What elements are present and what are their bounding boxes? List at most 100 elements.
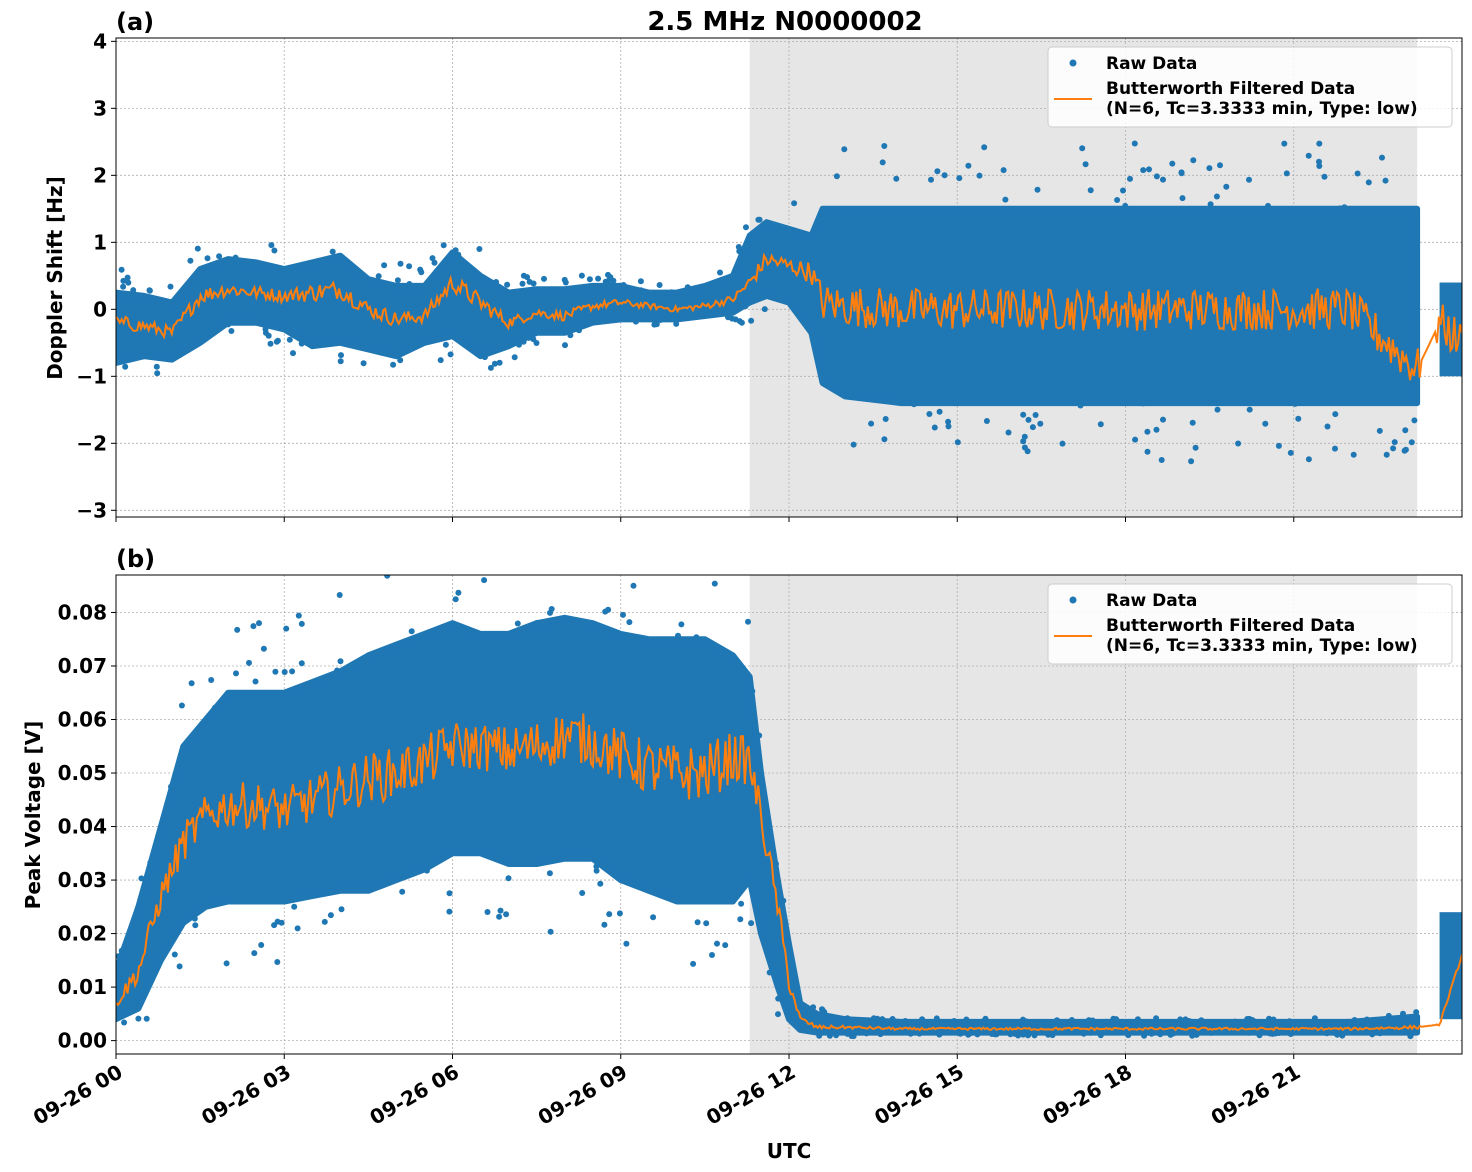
raw-data-point xyxy=(397,260,404,267)
y-tick-label: 2 xyxy=(93,163,107,187)
raw-data-point xyxy=(272,668,279,675)
raw-data-point xyxy=(406,281,413,287)
raw-data-point xyxy=(1160,176,1166,183)
raw-data-point xyxy=(1369,1031,1376,1038)
raw-data-point xyxy=(399,888,406,895)
raw-data-point xyxy=(650,914,657,921)
raw-data-point xyxy=(1087,187,1094,194)
raw-data-point xyxy=(756,216,763,223)
raw-data-point xyxy=(1144,448,1151,455)
raw-data-point xyxy=(981,1017,987,1024)
raw-data-point xyxy=(1153,426,1160,433)
raw-data-point xyxy=(1207,201,1214,208)
raw-data-point xyxy=(745,618,751,625)
raw-data-point xyxy=(1413,1009,1420,1016)
raw-data-point xyxy=(1344,1018,1351,1025)
raw-data-point xyxy=(1068,1017,1075,1023)
raw-data-point xyxy=(440,242,447,249)
raw-data-point xyxy=(268,242,275,249)
legend-raw-label: Raw Data xyxy=(1106,54,1197,74)
raw-data-point xyxy=(194,245,201,252)
raw-data-point xyxy=(1079,145,1086,152)
raw-data-point xyxy=(1354,170,1361,177)
raw-data-point xyxy=(1217,162,1223,169)
raw-data-point xyxy=(1321,173,1328,180)
raw-data-point xyxy=(616,910,623,917)
raw-data-point xyxy=(524,555,530,561)
x-tick-label: 09-26 21 xyxy=(1207,1060,1305,1130)
raw-data-point xyxy=(546,870,553,877)
raw-data-point xyxy=(505,875,512,882)
raw-data-point xyxy=(656,282,663,288)
y-tick-label: −2 xyxy=(76,431,107,455)
raw-data-point xyxy=(1337,205,1343,212)
x-tick-label: 09-26 03 xyxy=(197,1060,295,1130)
raw-data-point xyxy=(882,416,889,422)
y-tick-label: 0.03 xyxy=(58,868,107,892)
raw-data-point xyxy=(1223,183,1230,190)
legend-filtered-label: (N=6, Tc=3.3333 min, Type: low) xyxy=(1106,99,1418,119)
raw-data-point xyxy=(562,342,568,349)
raw-data-point xyxy=(1246,1029,1252,1036)
raw-data-point xyxy=(418,269,425,276)
raw-data-point xyxy=(232,254,239,261)
legend: Raw Data Butterworth Filtered Data(N=6, T… xyxy=(1047,46,1453,128)
raw-data-point xyxy=(1080,1030,1087,1037)
raw-data-point xyxy=(118,947,125,954)
y-tick-label: 0.06 xyxy=(58,708,107,732)
raw-data-point xyxy=(423,867,430,874)
raw-data-point xyxy=(579,890,586,896)
raw-data-point xyxy=(1012,1030,1019,1037)
raw-data-point xyxy=(497,907,504,914)
raw-data-point xyxy=(1188,1030,1194,1037)
raw-data-point xyxy=(1213,193,1220,200)
raw-data-point xyxy=(711,580,718,587)
raw-data-point xyxy=(530,280,537,287)
raw-data-point xyxy=(233,670,239,677)
y-tick-label: −1 xyxy=(76,364,107,388)
raw-data-point xyxy=(1132,436,1139,443)
raw-data-point xyxy=(1029,424,1036,431)
raw-data-point xyxy=(1148,1030,1155,1037)
raw-data-point xyxy=(422,566,428,572)
raw-data-point xyxy=(1339,1032,1346,1039)
raw-data-point xyxy=(525,334,532,341)
raw-data-point xyxy=(775,1011,781,1018)
raw-data-point xyxy=(455,251,462,258)
raw-data-point xyxy=(327,912,334,919)
raw-data-point xyxy=(191,915,198,922)
raw-data-point xyxy=(271,247,278,254)
y-tick-label: 3 xyxy=(93,96,107,120)
raw-data-point xyxy=(1235,440,1242,447)
raw-data-point xyxy=(122,363,129,370)
raw-data-point xyxy=(1323,1030,1330,1037)
raw-data-point xyxy=(1031,1032,1038,1039)
raw-data-point xyxy=(455,589,462,596)
raw-data-point xyxy=(147,859,154,866)
raw-data-point xyxy=(1208,1029,1215,1036)
raw-data-point xyxy=(791,200,798,207)
raw-data-point xyxy=(225,321,232,328)
peak-voltage-panel: 0.00 0.01 0.02 0.03 0.04 0.05 0.06 0.07 0.08 09-… xyxy=(21,545,1463,1130)
raw-data-point xyxy=(336,592,343,598)
raw-data-point xyxy=(452,247,459,254)
raw-data-point xyxy=(234,626,241,633)
legend-box xyxy=(1047,46,1453,128)
raw-data-point xyxy=(748,920,755,927)
raw-data-point xyxy=(329,248,336,255)
raw-data-point xyxy=(1400,1010,1406,1017)
legend-filtered-label: Butterworth Filtered Data xyxy=(1106,79,1355,99)
raw-data-point xyxy=(406,263,413,270)
raw-data-point xyxy=(593,863,600,870)
raw-data-point xyxy=(1265,202,1271,209)
raw-data-point xyxy=(511,354,518,361)
raw-data-point xyxy=(738,319,745,326)
legend-filtered-label: Butterworth Filtered Data xyxy=(1106,616,1355,636)
raw-data-point xyxy=(188,680,195,687)
raw-data-point xyxy=(863,1030,870,1037)
raw-data-point xyxy=(637,278,644,285)
raw-data-point xyxy=(153,363,160,370)
raw-data-point xyxy=(143,1015,150,1022)
legend-raw-marker xyxy=(1069,59,1077,67)
doppler-shift-panel: −3 −2 −1 0 1 2 3 4 (a) Doppler Shift [Hz] Raw D… xyxy=(43,8,1463,522)
